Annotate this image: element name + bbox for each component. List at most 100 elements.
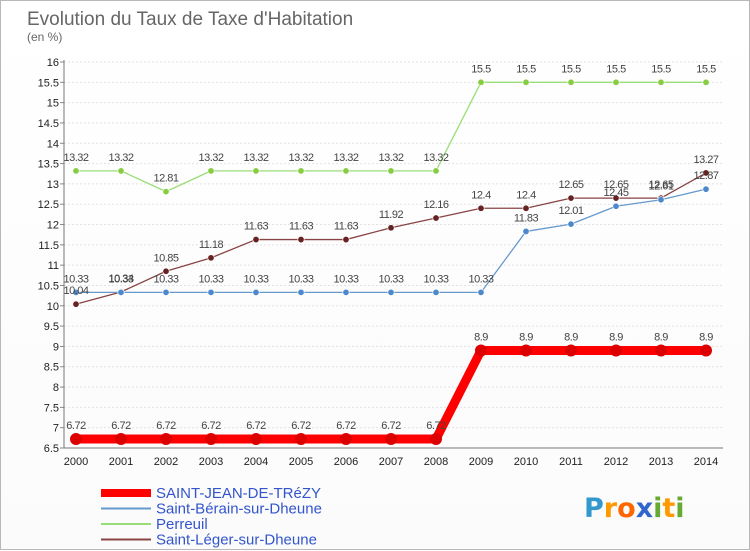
data-label: 10.33 [63,273,88,285]
data-label: 12.4 [471,189,491,201]
data-point [385,433,397,446]
data-label: 6.72 [156,420,176,432]
data-point [297,167,305,175]
legend: SAINT-JEAN-DE-TRéZYSaint-Bérain-sur-Dheu… [101,485,322,549]
data-point [207,167,215,175]
series-2 [72,78,710,196]
data-label: 12.65 [558,179,583,191]
data-label: 12.16 [423,199,448,211]
y-tick-label: 7.5 [44,402,59,414]
x-tick-label: 2003 [199,456,223,468]
data-point [612,202,620,210]
x-tick-label: 2009 [469,456,493,468]
data-point [565,344,577,357]
data-point [700,344,712,357]
y-tick-label: 9 [53,341,59,353]
data-label: 6.72 [66,420,86,432]
y-tick-label: 8.5 [44,362,59,374]
y-tick-label: 12.5 [38,199,59,211]
data-point [655,344,667,357]
data-label: 12.01 [558,205,583,217]
data-point [252,236,260,244]
proxiti-logo: Proxiti [584,493,685,524]
y-tick-label: 16 [47,57,59,69]
series-0 [70,344,712,446]
data-point [160,433,172,446]
data-point [207,288,215,296]
data-point [297,236,305,244]
x-tick-label: 2011 [559,456,583,468]
data-label: 10.33 [333,273,358,285]
data-point [117,167,125,175]
data-label: 15.5 [606,63,626,75]
data-point [72,300,80,308]
data-point [522,204,530,212]
data-label: 11.18 [199,239,224,251]
data-point [340,433,352,446]
data-label: 15.5 [516,63,536,75]
data-point [432,214,440,222]
legend-label: Saint-Léger-sur-Dheune [156,532,317,549]
data-label: 10.33 [108,273,133,285]
data-label: 10.33 [468,273,493,285]
data-label: 13.32 [243,152,268,164]
data-point [520,344,532,357]
data-label: 6.72 [246,420,266,432]
data-label: 8.9 [564,331,578,343]
data-point [387,167,395,175]
data-point [162,188,170,196]
data-point [342,288,350,296]
y-tick-label: 13.5 [38,159,59,171]
data-point [475,344,487,357]
x-tick-label: 2002 [154,456,178,468]
data-label: 8.9 [519,331,533,343]
data-label: 10.33 [288,273,313,285]
y-tick-label: 8 [53,382,59,394]
data-label: 15.5 [696,63,716,75]
logo-letter: P [584,493,604,524]
data-label: 11.63 [334,221,359,233]
x-tick-label: 2010 [514,456,538,468]
x-tick-label: 2013 [649,456,673,468]
data-point [702,185,710,193]
x-tick-label: 2000 [64,456,88,468]
logo-letter: x [636,493,653,524]
data-point [162,267,170,275]
data-label: 10.33 [153,273,178,285]
logo-letter: r [604,493,618,524]
data-label: 13.27 [693,154,718,166]
data-point [567,220,575,228]
data-label: 11.92 [379,209,404,221]
data-label: 10.33 [198,273,223,285]
data-label: 6.72 [111,420,131,432]
data-point [702,169,710,177]
data-point [612,194,620,202]
y-tick-label: 13 [47,179,59,191]
axes: 6.5 7 7.5 8 8.5 9 9.5 10 10.5 11 11.5 12 12.5 13 13.5 1… [38,57,723,468]
y-tick-label: 12 [47,220,59,232]
data-point [387,288,395,296]
data-point [522,78,530,86]
data-point [162,288,170,296]
data-label: 11.63 [244,221,269,233]
y-tick-label: 15.5 [38,77,59,89]
data-point [702,78,710,86]
data-label: 10.33 [423,273,448,285]
data-label: 6.72 [426,420,446,432]
data-point [567,194,575,202]
data-label: 6.72 [291,420,311,432]
y-tick-label: 7 [53,423,59,435]
data-label: 11.83 [514,212,539,224]
data-label: 8.9 [474,331,488,343]
x-tick-label: 2006 [334,456,358,468]
data-label: 13.32 [378,152,403,164]
logo-letter: i [653,493,662,524]
data-point [612,78,620,86]
data-label: 12.81 [153,173,178,185]
data-label: 12.65 [648,179,673,191]
x-tick-label: 2008 [424,456,448,468]
x-tick-label: 2007 [379,456,403,468]
data-label: 10.34 [108,273,133,285]
data-point [117,288,125,296]
